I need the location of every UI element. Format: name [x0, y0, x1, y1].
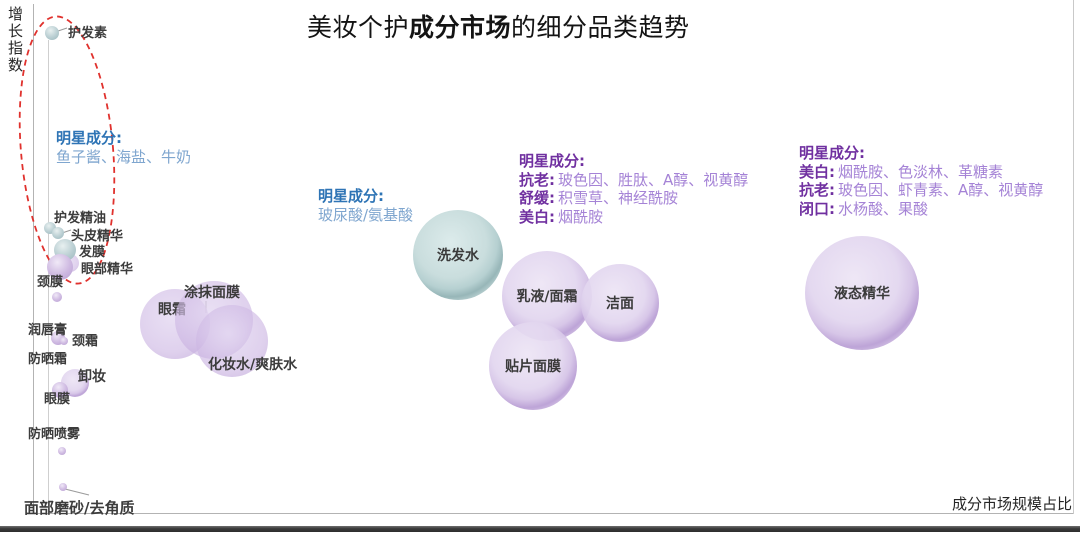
star-block-ingredients: 玻色因、胜肽、A醇、视黄醇 [558, 170, 749, 189]
star-block-line: 抗老: 玻色因、胜肽、A醇、视黄醇 [519, 171, 748, 190]
bubble-neck-mask [52, 292, 62, 302]
star-ingredients-block: 明星成分: 抗老: 玻色因、胜肽、A醇、视黄醇 舒缓: 积雪草、神经酰胺 美白: 烟酰胺 [519, 152, 748, 226]
bubble-label-sun-spray: 防晒喷雾 [28, 427, 81, 442]
star-block-ingredients: 玻尿酸/氨基酸 [318, 205, 414, 224]
star-block-ingredients: 烟酰胺 [558, 207, 604, 226]
bubble-label-eye-mask: 眼膜 [44, 392, 71, 407]
star-block-header: 明星成分: [56, 129, 122, 147]
title-prefix: 美妆个护 [307, 13, 410, 42]
star-block-category: 抗老: [519, 170, 555, 189]
star-ingredients-block: 明星成分: 美白: 烟酰胺、色淡林、革糖素 抗老: 玻色因、虾青素、A醇、视黄醇 闭口: 水… [799, 144, 1043, 218]
star-block-ingredients: 积雪草、神经酰胺 [558, 189, 679, 207]
star-ingredients-block: 明星成分: 鱼子酱、海盐、牛奶 [56, 129, 191, 166]
star-block-line: 玻尿酸/氨基酸 [318, 206, 413, 225]
page-title: 美妆个护成分市场的细分品类趋势 [307, 8, 690, 44]
star-block-header: 明星成分: [519, 152, 585, 170]
bubble-label-toner: 化妆水/爽肤水 [208, 357, 298, 373]
bubble-label-wash-off-mask: 涂抹面膜 [184, 285, 240, 301]
x-axis-line [33, 513, 1074, 514]
bubble-label-hair-mask: 发膜 [79, 245, 106, 260]
bubble-label-cleanser: 洁面 [606, 296, 634, 312]
star-block-category: 美白: [799, 162, 835, 181]
bubble-label-scalp-serum: 头皮精华 [71, 229, 124, 244]
bubble-sheet-mask [489, 322, 577, 410]
star-block-line: 舒缓: 积雪草、神经酰胺 [519, 189, 748, 208]
star-block-line: 美白: 烟酰胺 [519, 208, 748, 227]
y-axis-label: 增长指数 [8, 5, 24, 74]
bubble-label-sunscreen: 防晒霜 [28, 352, 68, 367]
star-block-category: 闭口: [799, 199, 835, 218]
star-block-line: 美白: 烟酰胺、色淡林、革糖素 [799, 163, 1043, 182]
star-ingredients-block: 明星成分: 玻尿酸/氨基酸 [318, 187, 413, 224]
star-block-header: 明星成分: [799, 144, 865, 162]
bubble-label-makeup-remover: 卸妆 [78, 369, 106, 385]
bubble-toner [196, 305, 268, 377]
right-border-line [1073, 0, 1074, 514]
star-block-line: 抗老: 玻色因、虾青素、A醇、视黄醇 [799, 181, 1043, 200]
star-block-category: 美白: [519, 207, 555, 226]
bottom-edge-bar [0, 526, 1080, 532]
star-block-ingredients: 玻色因、虾青素、A醇、视黄醇 [838, 181, 1044, 199]
star-block-category: 抗老: [799, 181, 835, 199]
star-block-line: 闭口: 水杨酸、果酸 [799, 200, 1043, 219]
star-block-line: 鱼子酱、海盐、牛奶 [56, 148, 191, 167]
bubble-label-sheet-mask: 贴片面膜 [505, 359, 561, 375]
bubble-cleanser [581, 264, 659, 342]
bubble-label-eye-serum: 眼部精华 [81, 262, 134, 277]
bubble-eye-serum [47, 254, 73, 280]
bubble-sun-spray [58, 447, 66, 455]
leader-line-face-scrub [64, 488, 90, 496]
bubble-label-shampoo: 洗发水 [437, 248, 479, 264]
title-emphasis: 成分市场 [409, 13, 512, 42]
bubble-label-face-scrub: 面部磨砂/去角质 [24, 499, 135, 517]
bubble-label-conditioner: 护发素 [68, 26, 108, 41]
bubble-label-lip-balm: 润唇膏 [28, 323, 68, 338]
bubble-neck-cream [60, 337, 68, 345]
bubble-scalp-serum [52, 227, 64, 239]
bubble-label-neck-mask: 颈膜 [37, 275, 64, 290]
star-block-ingredients: 烟酰胺、色淡林、革糖素 [838, 162, 1004, 181]
star-block-ingredients: 水杨酸、果酸 [838, 199, 929, 218]
leader-line-conditioner [57, 27, 68, 32]
bubble-liquid-essence [805, 236, 919, 350]
bubble-eye-mask [52, 382, 68, 398]
bubble-conditioner [45, 26, 59, 40]
bubble-label-neck-cream: 颈霜 [72, 334, 99, 349]
x-axis-label: 成分市场规模占比 [952, 495, 1073, 513]
bubble-label-liquid-essence: 液态精华 [834, 286, 890, 302]
bubble-label-hair-oil: 护发精油 [54, 211, 107, 226]
bubble-shampoo [413, 210, 503, 300]
star-block-header: 明星成分: [318, 187, 384, 205]
title-suffix: 的细分品类趋势 [511, 13, 690, 42]
bubble-label-lotion-cream: 乳液/面霜 [516, 289, 578, 305]
bubble-face-scrub [59, 483, 67, 491]
star-block-category: 舒缓: [519, 189, 555, 207]
star-block-ingredients: 鱼子酱、海盐、牛奶 [56, 147, 192, 166]
